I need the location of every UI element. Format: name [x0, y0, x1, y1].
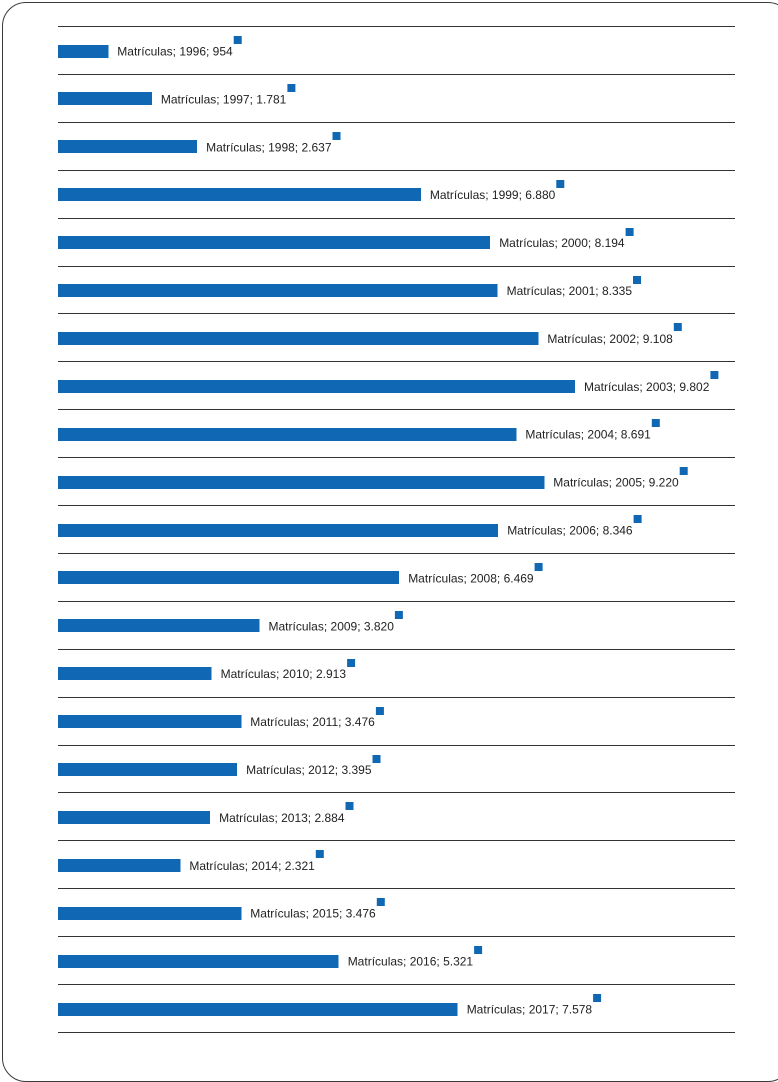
legend-marker-2011 [375, 707, 384, 715]
data-label-2005: Matrículas; 2005; 9.220 [553, 476, 679, 490]
data-label-2001: Matrículas; 2001; 8.335 [507, 284, 633, 298]
legend-marker-2005 [679, 467, 688, 475]
legend-marker-1997 [287, 84, 296, 92]
bar-2001 [58, 284, 498, 297]
bar-2005 [58, 476, 545, 489]
bar-2002 [58, 332, 539, 345]
data-label-2006: Matrículas; 2006; 8.346 [507, 524, 633, 538]
data-label-2013: Matrículas; 2013; 2.884 [219, 811, 345, 825]
legend-marker-2006 [633, 515, 642, 523]
legend-marker-2014 [315, 850, 324, 858]
bar-2017 [58, 1003, 458, 1016]
bar-2004 [58, 428, 517, 441]
data-label-1998: Matrículas; 1998; 2.637 [206, 140, 332, 154]
bar-2009 [58, 619, 260, 632]
bar-2008 [58, 571, 400, 584]
data-label-1997: Matrículas; 1997; 1.781 [161, 92, 287, 106]
data-label-2014: Matrículas; 2014; 2.321 [189, 859, 315, 873]
data-label-2010: Matrículas; 2010; 2.913 [221, 667, 347, 681]
legend-marker-2015 [376, 898, 385, 906]
legend-marker-2000 [625, 228, 634, 236]
data-label-2003: Matrículas; 2003; 9.802 [584, 380, 710, 394]
data-label-2000: Matrículas; 2000; 8.194 [499, 236, 625, 250]
legend-marker-2002 [673, 323, 682, 331]
bar-2010 [58, 667, 212, 680]
data-label-2012: Matrículas; 2012; 3.395 [246, 763, 372, 777]
legend-marker-2003 [710, 371, 719, 379]
bar-2014 [58, 859, 181, 872]
bar-2012 [58, 763, 238, 776]
legend-marker-2001 [633, 276, 641, 284]
data-label-1996: Matrículas; 1996; 954 [117, 45, 233, 59]
legend-marker-2004 [651, 419, 660, 427]
legend-marker-1996 [233, 36, 242, 44]
bar-2003 [58, 380, 575, 393]
bar-1996 [58, 45, 109, 58]
data-label-2017: Matrículas; 2017; 7.578 [467, 1003, 593, 1017]
legend-marker-1998 [332, 132, 341, 140]
bar-1997 [58, 92, 152, 105]
legend-marker-2013 [345, 802, 354, 810]
bar-2006 [58, 524, 499, 537]
data-label-2008: Matrículas; 2008; 6.469 [408, 571, 534, 585]
bar-2016 [58, 955, 339, 968]
legend-marker-2010 [347, 659, 356, 667]
bar-2000 [58, 236, 491, 249]
bar-2015 [58, 907, 242, 920]
legend-marker-2012 [372, 755, 381, 763]
legend-marker-1999 [556, 180, 565, 188]
data-label-2004: Matrículas; 2004; 8.691 [525, 428, 651, 442]
bar-1999 [58, 188, 421, 201]
bar-2011 [58, 715, 242, 728]
data-label-1999: Matrículas; 1999; 6.880 [430, 188, 556, 202]
data-label-2016: Matrículas; 2016; 5.321 [348, 955, 474, 969]
legend-marker-2017 [593, 994, 602, 1002]
legend-marker-2016 [474, 946, 483, 954]
data-label-2002: Matrículas; 2002; 9.108 [547, 332, 673, 346]
legend-marker-2009 [394, 611, 403, 619]
data-label-2015: Matrículas; 2015; 3.476 [250, 907, 376, 921]
data-label-2009: Matrículas; 2009; 3.820 [269, 619, 395, 633]
bar-2013 [58, 811, 211, 824]
bar-chart: Matrículas; 1996; 954 Matrículas; 1997; 1… [58, 26, 735, 1033]
bar-1998 [58, 140, 198, 153]
legend-marker-2008 [534, 563, 543, 571]
data-label-2011: Matrículas; 2011; 3.476 [250, 715, 375, 729]
